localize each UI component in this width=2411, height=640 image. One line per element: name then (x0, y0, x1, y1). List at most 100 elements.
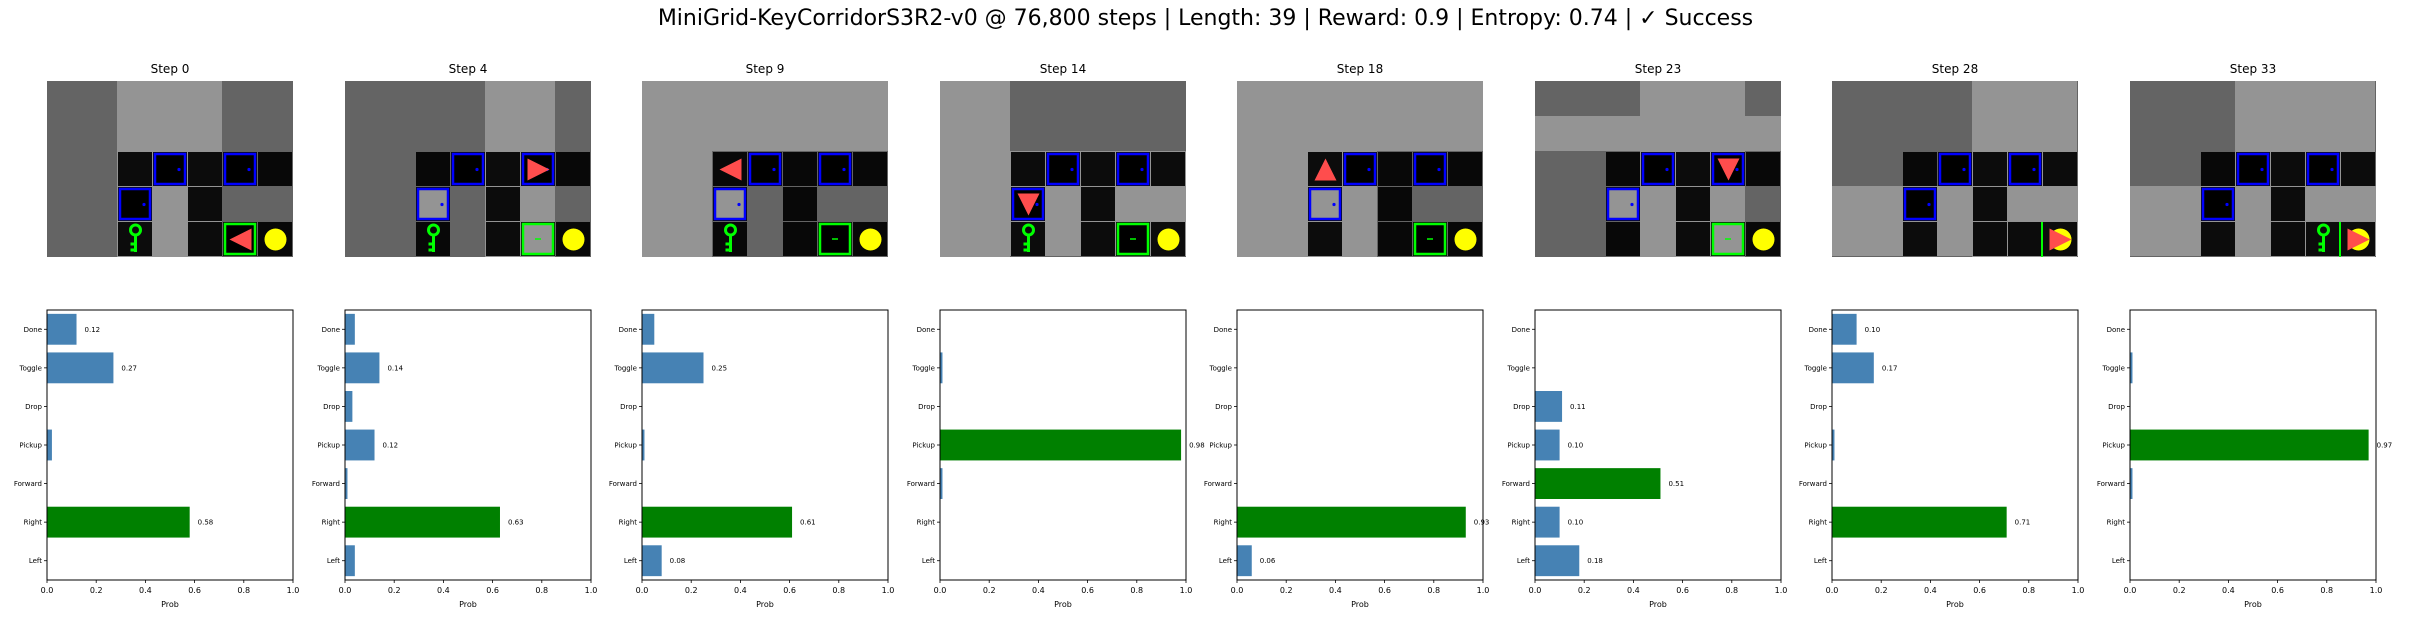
door-handle (1665, 167, 1669, 172)
value-label: 0.98 (1189, 442, 1205, 450)
category-label: Right (2107, 519, 2126, 527)
door-handle (1367, 167, 1371, 172)
visibility-row (642, 81, 888, 116)
category-label: Done (322, 326, 340, 334)
floor-cell (1011, 152, 1045, 186)
floor-cell (1378, 222, 1412, 256)
x-tick-label: 1.0 (2072, 586, 2085, 595)
x-tick-label: 0.2 (388, 586, 401, 595)
key-icon (427, 223, 440, 252)
bar (642, 429, 645, 461)
bar (1832, 506, 2007, 538)
plot-frame (1534, 309, 1782, 581)
plot-frame (2129, 309, 2377, 581)
door-handle (177, 167, 181, 172)
category-label: Done (24, 326, 42, 334)
value-label: 0.93 (1474, 519, 1490, 527)
value-label: 0.06 (1260, 557, 1276, 565)
bar (345, 545, 355, 577)
grid-observation (2130, 81, 2376, 257)
category-label: Pickup (1804, 442, 1827, 450)
x-tick-label: 0.2 (90, 586, 103, 595)
floor-cell (2341, 152, 2375, 186)
visibility-row (1535, 116, 1781, 151)
ball-icon (1454, 228, 1477, 251)
floor-cell (258, 152, 292, 186)
door-handle (247, 167, 251, 172)
key-icon (129, 223, 142, 252)
door-handle (2032, 167, 2036, 172)
floor-cell (1606, 222, 1640, 256)
visibility-row (940, 186, 1186, 221)
category-label: Left (1517, 557, 1530, 565)
x-tick-label: 0.0 (934, 586, 947, 595)
category-label: Done (1809, 326, 1827, 334)
action-probability-chart: Left Right Forward Pickup 0.98 Drop Toggle Done… (907, 309, 1205, 609)
plot-frame (344, 309, 592, 581)
ball-icon (562, 228, 585, 251)
grid-observation (345, 81, 591, 257)
x-tick-label: 0.4 (1627, 586, 1640, 595)
action-probability-chart: Left Right 0.71 Forward Pickup Drop Toggle 0.17… (1799, 309, 2085, 609)
category-label: Drop (323, 403, 340, 411)
door-handle (1140, 167, 1144, 172)
grid-observation (1535, 81, 1781, 257)
door-handle (772, 167, 776, 172)
x-tick-label: 0.2 (983, 586, 996, 595)
category-label: Toggle (1506, 364, 1530, 372)
category-label: Done (619, 326, 637, 334)
bar (642, 506, 793, 538)
category-label: Pickup (1209, 442, 1232, 450)
bar (47, 313, 77, 345)
floor-cell (1903, 222, 1937, 256)
x-axis-label: Prob (2244, 600, 2262, 609)
value-label: 0.58 (198, 519, 214, 527)
door-handle (475, 167, 479, 172)
category-label: Left (624, 557, 637, 565)
category-label: Drop (1810, 403, 1827, 411)
floor-cell (853, 152, 887, 186)
category-label: Left (1814, 557, 1827, 565)
plot-frame (1831, 309, 2079, 581)
visibility-row (2130, 186, 2376, 221)
grid-observation (1832, 81, 2078, 257)
door-icon (1308, 187, 1342, 221)
x-tick-label: 0.8 (237, 586, 250, 595)
floor-cell (1378, 187, 1412, 221)
category-label: Toggle (2101, 364, 2125, 372)
action-probability-chart: Left 0.06 Right 0.93 Forward Pickup Drop Toggle… (1204, 309, 1490, 609)
bar (940, 352, 943, 384)
ball-icon (1157, 228, 1180, 251)
agent-triangle-icon (229, 228, 252, 251)
x-tick-label: 0.4 (1924, 586, 1937, 595)
agent-triangle-icon (719, 158, 742, 181)
floor-cell (2008, 222, 2042, 256)
category-label: Right (917, 519, 936, 527)
category-label: Toggle (911, 364, 935, 372)
category-label: Forward (907, 480, 935, 488)
value-label: 0.51 (1668, 480, 1684, 488)
category-label: Done (1512, 326, 1530, 334)
value-label: 0.27 (121, 364, 137, 372)
agent-triangle-icon (1314, 158, 1337, 181)
x-axis-label: Prob (459, 600, 477, 609)
x-tick-label: 0.6 (783, 586, 796, 595)
category-label: Toggle (1208, 364, 1232, 372)
floor-cell (2271, 152, 2305, 186)
agent-triangle-icon (1717, 158, 1740, 181)
x-tick-label: 0.6 (486, 586, 499, 595)
x-tick-label: 0.8 (1427, 586, 1440, 595)
x-tick-label: 0.6 (1378, 586, 1391, 595)
plot-frame (939, 309, 1187, 581)
category-label: Toggle (613, 364, 637, 372)
x-axis-label: Prob (1649, 600, 1667, 609)
bar (2130, 429, 2369, 461)
key-icon (1022, 223, 1035, 252)
step-title: Step 4 (448, 62, 488, 76)
x-axis-label: Prob (1946, 600, 1964, 609)
action-probability-chart: Left 0.18 Right 0.10 Forward 0.51 Pickup 0.10 Dr… (1502, 309, 1787, 609)
value-label: 0.10 (1568, 519, 1584, 527)
floor-cell (486, 222, 520, 256)
bar (1237, 545, 1252, 577)
value-label: 0.08 (670, 557, 686, 565)
